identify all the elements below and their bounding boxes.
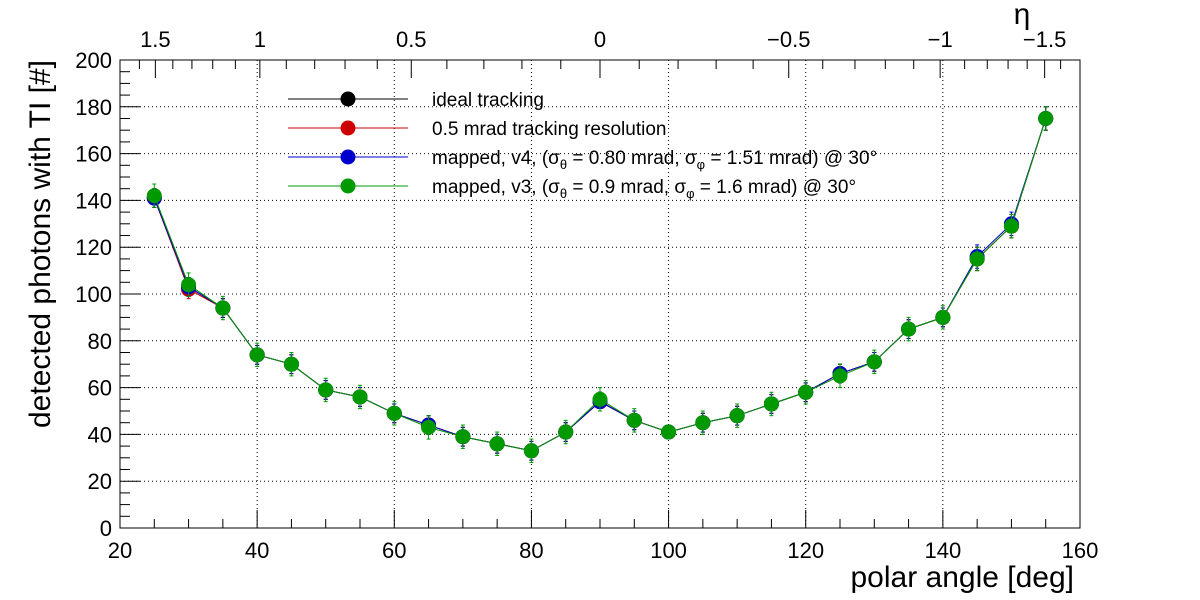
y-tick-label: 100 — [75, 282, 112, 307]
y-tick-label: 160 — [75, 142, 112, 167]
x-tick-label: 60 — [382, 538, 406, 563]
data-point — [489, 436, 505, 452]
top-axis-title: η — [1014, 0, 1031, 31]
data-point — [249, 347, 265, 363]
data-point — [798, 384, 814, 400]
data-point — [935, 309, 951, 325]
data-point — [283, 356, 299, 372]
data-point — [523, 443, 539, 459]
x-tick-label: 160 — [1062, 538, 1099, 563]
y-tick-label: 60 — [88, 376, 112, 401]
data-point — [592, 391, 608, 407]
data-point — [661, 424, 677, 440]
eta-tick-label: −1 — [928, 27, 953, 52]
eta-tick-label: 1.5 — [140, 27, 171, 52]
y-axis: 0 20 40 60 80 100 120 140 160 180 200 — [75, 48, 140, 541]
x-tick-label: 100 — [650, 538, 687, 563]
eta-tick-label: 0.5 — [396, 27, 427, 52]
data-point — [352, 389, 368, 405]
legend-label: 0.5 mrad tracking resolution — [432, 119, 666, 140]
top-eta-axis: 1.5 1 0.5 0 −0.5 −1 −1.5η — [138, 0, 1066, 78]
data-point — [318, 382, 334, 398]
x-axis-title: polar angle [deg] — [850, 561, 1074, 594]
legend-marker — [340, 178, 356, 194]
eta-tick-label: −0.5 — [767, 27, 810, 52]
data-point — [146, 188, 162, 204]
legend-label: mapped, v3, (σθ = 0.9 mrad, σφ = 1.6 mra… — [432, 177, 856, 201]
x-tick-label: 20 — [108, 538, 132, 563]
legend-marker — [340, 91, 356, 107]
y-tick-label: 20 — [88, 469, 112, 494]
y-tick-label: 200 — [75, 48, 112, 73]
data-point — [181, 277, 197, 293]
legend-label: ideal tracking — [432, 90, 544, 111]
eta-tick-label: 1 — [254, 27, 266, 52]
data-point — [763, 396, 779, 412]
y-tick-label: 0 — [100, 516, 112, 541]
data-point — [832, 368, 848, 384]
y-axis-title: detected photons with TI [#] — [24, 60, 57, 428]
series-4 — [146, 106, 1054, 463]
legend-marker — [340, 149, 356, 165]
legend: ideal tracking 0.5 mrad tracking resoluti… — [288, 90, 877, 201]
data-point — [558, 424, 574, 440]
data-point — [866, 354, 882, 370]
y-tick-label: 140 — [75, 188, 112, 213]
x-tick-label: 120 — [787, 538, 824, 563]
y-tick-label: 80 — [88, 329, 112, 354]
y-tick-label: 40 — [88, 422, 112, 447]
eta-tick-label: −1.5 — [1023, 27, 1066, 52]
data-point — [901, 321, 917, 337]
data-point — [1003, 218, 1019, 234]
eta-tick-label: 0 — [594, 27, 606, 52]
x-axis: 20 40 60 80 100 120 140 160 — [108, 510, 1099, 563]
y-tick-label: 180 — [75, 95, 112, 120]
data-point — [626, 412, 642, 428]
legend-label: mapped, v4, (σθ = 0.80 mrad, σφ = 1.51 m… — [432, 148, 877, 172]
data-point — [421, 419, 437, 435]
data-point — [215, 300, 231, 316]
data-point — [386, 405, 402, 421]
data-point — [969, 251, 985, 267]
data-point — [695, 415, 711, 431]
legend-marker — [340, 120, 356, 136]
x-tick-label: 80 — [519, 538, 543, 563]
y-tick-label: 120 — [75, 235, 112, 260]
data-point — [455, 429, 471, 445]
data-point — [1038, 111, 1054, 126]
x-tick-label: 40 — [245, 538, 269, 563]
x-tick-label: 140 — [924, 538, 961, 563]
data-point — [729, 408, 745, 424]
